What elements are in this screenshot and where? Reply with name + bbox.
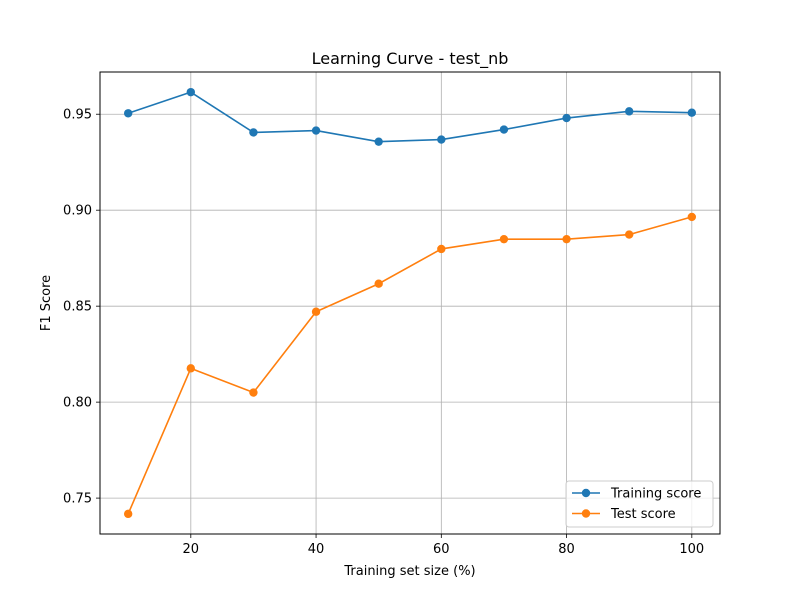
legend-swatch-marker bbox=[581, 488, 591, 498]
test-score-point bbox=[437, 244, 446, 254]
grid-lines bbox=[100, 72, 720, 534]
y-tick-label: 0.90 bbox=[63, 204, 92, 219]
legend-label: Test score bbox=[610, 507, 676, 522]
training-score-point bbox=[437, 135, 446, 144]
training-score-point bbox=[562, 113, 571, 123]
training-score-point bbox=[249, 128, 258, 137]
y-tick-label: 0.95 bbox=[63, 108, 92, 123]
test-score-point bbox=[186, 364, 196, 373]
legend-entry-training-score: Training score bbox=[572, 487, 701, 502]
training-score-point bbox=[624, 107, 634, 116]
training-score-point bbox=[186, 87, 196, 97]
legend-swatch-marker bbox=[581, 509, 591, 518]
test-score-point bbox=[123, 509, 133, 519]
test-score-line bbox=[127, 216, 693, 515]
training-score-point bbox=[499, 125, 509, 134]
training-score-point bbox=[687, 108, 697, 117]
x-tick-label: 100 bbox=[679, 542, 704, 557]
y-tick-label: 0.80 bbox=[63, 396, 92, 411]
series-layer bbox=[123, 87, 697, 519]
test-score-point bbox=[499, 234, 509, 244]
x-tick-label: 20 bbox=[183, 542, 200, 557]
training-score-point bbox=[374, 137, 383, 146]
training-score-point bbox=[123, 109, 133, 118]
test-score-point bbox=[687, 212, 697, 222]
test-score-series bbox=[123, 212, 697, 519]
x-tick-label: 80 bbox=[558, 542, 575, 557]
y-tick-label: 0.85 bbox=[63, 300, 92, 315]
y-tick-label: 0.75 bbox=[63, 492, 92, 507]
x-axis-label: Training set size (%) bbox=[343, 564, 475, 579]
chart-title: Learning Curve - test_nb bbox=[312, 49, 509, 69]
y-axis-label: F1 Score bbox=[39, 275, 54, 331]
training-score-series bbox=[123, 87, 697, 146]
test-score-point bbox=[311, 307, 321, 316]
x-tick-label: 60 bbox=[433, 542, 450, 557]
x-tick-label: 40 bbox=[308, 542, 325, 557]
plot-frame bbox=[99, 71, 721, 535]
legend-box bbox=[565, 480, 714, 528]
legend-label: Training score bbox=[610, 487, 701, 502]
test-score-point bbox=[374, 279, 383, 288]
x-axis-ticks: 20 40 60 80 100 bbox=[183, 534, 704, 557]
training-score-point bbox=[311, 126, 321, 135]
test-score-point bbox=[624, 230, 634, 239]
test-score-point bbox=[249, 388, 258, 397]
y-axis-ticks: 0.75 0.80 0.85 0.90 0.95 bbox=[63, 108, 100, 507]
legend: Training score Test score bbox=[565, 480, 714, 528]
training-score-line bbox=[127, 91, 692, 143]
test-score-point bbox=[562, 234, 571, 244]
legend-entry-test-score: Test score bbox=[572, 507, 676, 522]
plot-area bbox=[100, 72, 720, 534]
